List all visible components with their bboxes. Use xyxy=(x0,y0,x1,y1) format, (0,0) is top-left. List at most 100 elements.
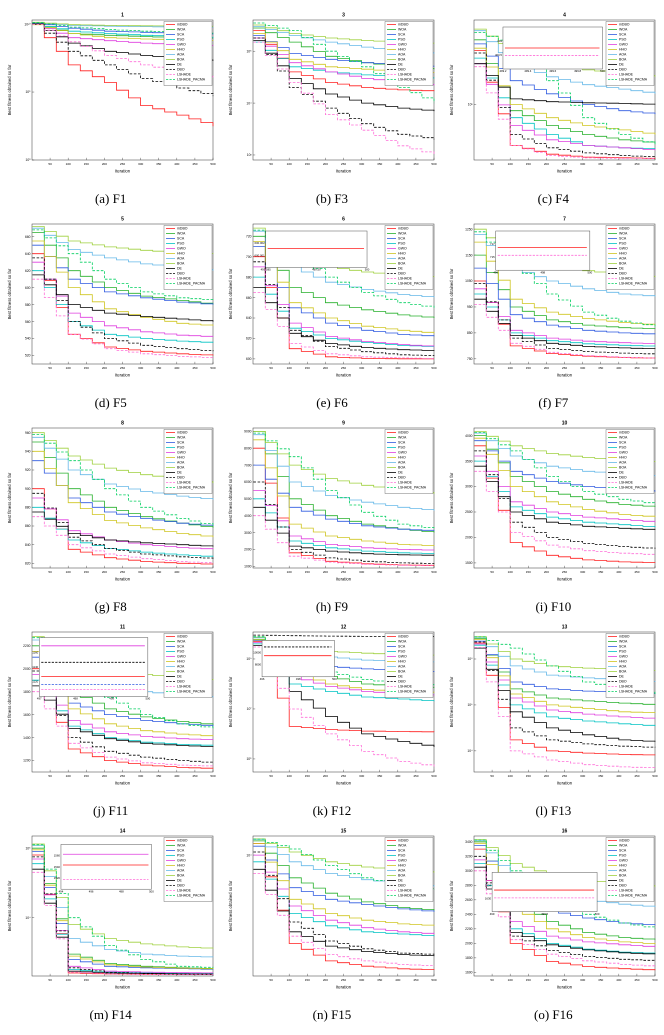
svg-text:496: 496 xyxy=(260,677,265,681)
svg-text:150: 150 xyxy=(526,162,531,166)
legend-entry-HHO: HHO xyxy=(608,252,627,256)
chart-caption-F3: (b) F3 xyxy=(315,191,349,206)
svg-text:250: 250 xyxy=(120,366,125,370)
svg-text:300: 300 xyxy=(138,774,143,778)
chart-caption-F6: (e) F6 xyxy=(316,395,348,410)
svg-text:PSO: PSO xyxy=(398,446,406,450)
svg-text:BOA: BOA xyxy=(177,670,185,674)
legend-entry-BOA: BOA xyxy=(386,58,406,62)
svg-text:PSO: PSO xyxy=(398,650,406,654)
legend-entry-mDBO: mDBO xyxy=(165,839,187,843)
series-F4-DBO xyxy=(474,52,656,158)
chart-title: 16 xyxy=(562,829,568,835)
svg-text:DBO: DBO xyxy=(177,68,185,72)
svg-text:500: 500 xyxy=(653,978,658,982)
svg-text:SCA: SCA xyxy=(177,441,185,445)
legend-entry-mDBO: mDBO xyxy=(386,839,409,843)
legend-entry-LSHADE: LSHADE xyxy=(165,685,191,689)
svg-text:10³: 10³ xyxy=(247,153,253,157)
svg-text:DBO: DBO xyxy=(398,680,406,684)
chart-title: 13 xyxy=(562,625,568,631)
chart-panel-F12: 12 Best fitness obtained so far Iteration 5… xyxy=(221,620,442,819)
legend-entry-BOA: BOA xyxy=(386,874,406,878)
svg-text:150: 150 xyxy=(305,978,310,982)
svg-text:HHO: HHO xyxy=(177,48,185,52)
series-F9-LSHADE xyxy=(253,515,435,566)
series-F1-DBO xyxy=(32,23,214,97)
series-F14-LSHADE_PACMA xyxy=(32,844,214,968)
svg-text:SCA: SCA xyxy=(177,33,185,37)
svg-text:100: 100 xyxy=(287,162,292,166)
chart-F5: 5 Best fitness obtained so far Iteration 50… xyxy=(7,217,216,378)
svg-text:300: 300 xyxy=(359,162,364,166)
svg-text:300: 300 xyxy=(138,162,143,166)
svg-text:150: 150 xyxy=(305,570,310,574)
svg-text:150: 150 xyxy=(305,366,310,370)
legend-entry-LSHADE: LSHADE xyxy=(608,685,634,689)
svg-text:400: 400 xyxy=(395,978,400,982)
chart-F16: 16 Best fitness obtained so far Iteration 5… xyxy=(449,829,658,990)
legend-entry-AOA: AOA xyxy=(386,461,406,465)
svg-text:350: 350 xyxy=(377,978,382,982)
legend-entry-GWO: GWO xyxy=(386,247,407,251)
svg-text:620: 620 xyxy=(25,269,31,273)
svg-text:50: 50 xyxy=(491,978,495,982)
y-axis-label: Best fitness obtained so far xyxy=(7,880,12,931)
svg-text:LSHADE_PACMA: LSHADE_PACMA xyxy=(398,282,427,286)
svg-text:10⁷: 10⁷ xyxy=(247,707,253,711)
svg-text:540: 540 xyxy=(25,337,31,341)
svg-text:PSO: PSO xyxy=(398,854,406,858)
svg-text:WOA: WOA xyxy=(177,28,186,32)
svg-text:LSHADE: LSHADE xyxy=(398,685,413,689)
x-axis-label: Iteration xyxy=(336,781,352,786)
svg-text:50: 50 xyxy=(269,162,273,166)
svg-text:300: 300 xyxy=(359,978,364,982)
svg-text:200: 200 xyxy=(101,774,106,778)
legend-entry-LSHADE: LSHADE xyxy=(386,481,413,485)
svg-text:1050: 1050 xyxy=(465,279,473,283)
svg-text:HHO: HHO xyxy=(398,660,406,664)
legend-entry-AOA: AOA xyxy=(608,257,627,261)
svg-text:2500: 2500 xyxy=(465,510,473,514)
svg-text:AOA: AOA xyxy=(398,257,406,261)
series-F10-DE xyxy=(474,465,656,530)
svg-text:WOA: WOA xyxy=(398,640,407,644)
legend-entry-GWO: GWO xyxy=(608,655,628,659)
legend-entry-LSHADE: LSHADE xyxy=(386,889,413,893)
legend-entry-DE: DE xyxy=(165,471,182,475)
series-F5-SCA xyxy=(32,244,214,305)
svg-text:498: 498 xyxy=(541,270,546,274)
legend-entry-SCA: SCA xyxy=(608,645,627,649)
svg-text:500: 500 xyxy=(149,889,154,893)
legend-entry-LSHADE_PACMA: LSHADE_PACMA xyxy=(165,78,205,82)
legend: mDBOWOASCAPSOGWOHHOAOABOADEDBOLSHADELSHA… xyxy=(163,21,212,86)
chart-panel-F16: 16 Best fitness obtained so far Iteration 5… xyxy=(443,824,664,1023)
chart-title: 15 xyxy=(341,829,347,835)
svg-text:10⁰: 10⁰ xyxy=(25,158,31,162)
legend-entry-DE: DE xyxy=(608,471,625,475)
svg-text:500: 500 xyxy=(210,162,215,166)
legend-entry-DE: DE xyxy=(386,267,404,271)
legend-entry-DE: DE xyxy=(386,675,404,679)
svg-text:GWO: GWO xyxy=(398,859,407,863)
svg-text:499: 499 xyxy=(109,697,114,701)
x-axis-ticks: 50 100 150 200 250 300 350 400 450 500 xyxy=(269,157,437,166)
legend: mDBOWOASCAPSOGWOHHOAOABOADEDBOLSHADELSHA… xyxy=(163,837,212,902)
x-axis-ticks: 50 100 150 200 250 300 350 400 450 500 xyxy=(491,157,658,166)
series-F7-DBO xyxy=(474,283,656,355)
legend-entry-BOA: BOA xyxy=(608,466,627,470)
svg-text:DE: DE xyxy=(619,471,625,475)
legend-entry-HHO: HHO xyxy=(386,48,406,52)
svg-text:150: 150 xyxy=(83,162,88,166)
svg-text:DE: DE xyxy=(619,267,625,271)
series-F12-LSHADE xyxy=(253,646,435,767)
chart-panel-F10: 10 Best fitness obtained so far Iteration 5… xyxy=(443,416,664,615)
svg-text:450: 450 xyxy=(192,162,197,166)
svg-text:BOA: BOA xyxy=(177,466,185,470)
legend-entry-WOA: WOA xyxy=(165,28,186,32)
legend-entry-DE: DE xyxy=(608,675,625,679)
svg-text:SCA: SCA xyxy=(619,645,627,649)
svg-text:10³: 10³ xyxy=(468,103,474,107)
inset-zoom: 1560 1540 1520 494 496 498 500 xyxy=(53,844,154,893)
legend-entry-SCA: SCA xyxy=(608,849,627,853)
